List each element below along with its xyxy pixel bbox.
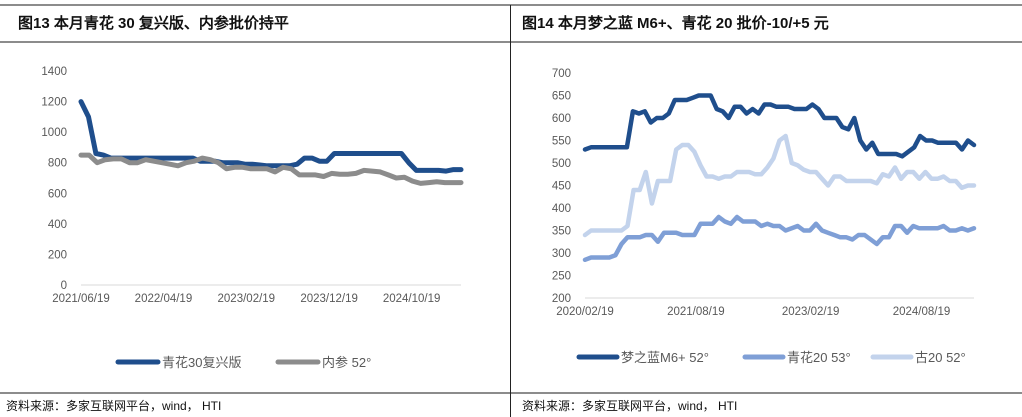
left-chart: 0 200 400 600 800 1000 1200 1400 2021/06/19 2022/… bbox=[41, 66, 464, 370]
y-tick-label: 650 bbox=[552, 91, 571, 103]
title-rule bbox=[0, 41, 1022, 43]
y-tick-label: 400 bbox=[48, 219, 67, 231]
y-tick-label: 600 bbox=[48, 188, 67, 200]
top-rule bbox=[0, 4, 1022, 6]
x-tick-label: 2020/02/19 bbox=[556, 306, 614, 318]
y-tick-label: 500 bbox=[552, 158, 571, 170]
bottom-rule bbox=[0, 392, 1022, 394]
legend-label: 内参 52° bbox=[322, 355, 371, 370]
y-tick-label: 300 bbox=[552, 248, 571, 260]
x-tick-label: 2022/04/19 bbox=[135, 293, 193, 305]
legend-label: 梦之蓝M6+ 52° bbox=[621, 350, 709, 365]
left-source: 资料来源：多家互联网平台，wind， HTI bbox=[6, 399, 222, 413]
y-tick-label: 1400 bbox=[41, 66, 67, 78]
legend-label: 青花30复兴版 bbox=[162, 355, 241, 370]
x-tick-label: 2023/12/19 bbox=[300, 293, 358, 305]
left-chart-title: 图13 本月青花 30 复兴版、内参批价持平 bbox=[18, 15, 289, 32]
right-chart: 200 250 300 350 400 450 500 550 600 650 700 2020/02… bbox=[552, 68, 977, 365]
y-tick-label: 200 bbox=[552, 293, 571, 305]
y-tick-label: 450 bbox=[552, 181, 571, 193]
x-tick-label: 2023/02/19 bbox=[782, 306, 840, 318]
right-chart-title: 图14 本月梦之蓝 M6+、青花 20 批价-10/+5 元 bbox=[522, 15, 829, 32]
x-tick-label: 2023/02/19 bbox=[218, 293, 276, 305]
x-tick-label: 2021/06/19 bbox=[52, 293, 110, 305]
series-line-1 bbox=[78, 152, 464, 186]
y-tick-label: 800 bbox=[48, 158, 67, 170]
legend-label: 青花20 53° bbox=[787, 350, 851, 365]
y-tick-label: 1000 bbox=[41, 127, 67, 139]
y-tick-label: 200 bbox=[48, 249, 67, 261]
panel-divider bbox=[510, 5, 511, 417]
series-line-0 bbox=[582, 93, 977, 159]
series-line-1 bbox=[582, 214, 977, 263]
y-tick-label: 1200 bbox=[41, 97, 67, 109]
y-tick-label: 0 bbox=[61, 280, 67, 292]
y-tick-label: 700 bbox=[552, 68, 571, 80]
x-tick-label: 2024/08/19 bbox=[893, 306, 951, 318]
y-tick-label: 400 bbox=[552, 203, 571, 215]
x-tick-label: 2024/10/19 bbox=[383, 293, 441, 305]
right-source: 资料来源：多家互联网平台，wind， HTI bbox=[522, 399, 738, 413]
series-line-2 bbox=[582, 133, 977, 238]
y-tick-label: 250 bbox=[552, 271, 571, 283]
x-tick-label: 2021/08/19 bbox=[667, 306, 725, 318]
y-tick-label: 550 bbox=[552, 136, 571, 148]
y-tick-label: 350 bbox=[552, 226, 571, 238]
y-tick-label: 600 bbox=[552, 113, 571, 125]
legend-label: 古20 52° bbox=[915, 350, 966, 365]
